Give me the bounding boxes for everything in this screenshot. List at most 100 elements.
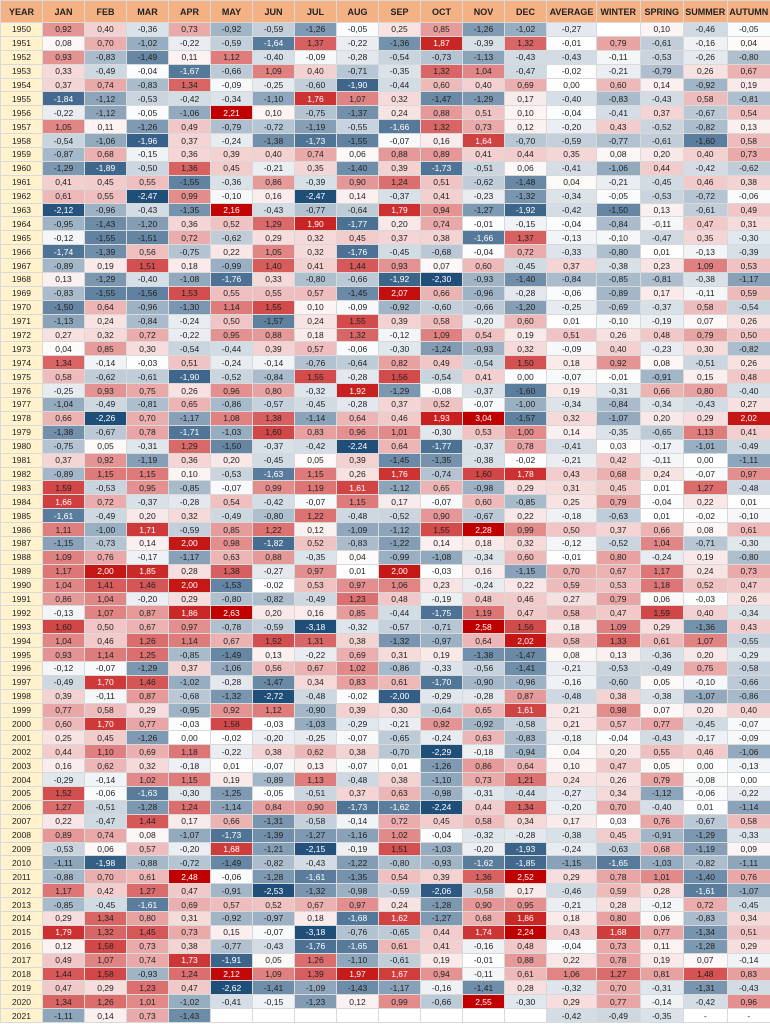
value-cell: 0,26	[683, 63, 728, 79]
value-cell: -0,22	[42, 105, 85, 121]
value-cell: 0,06	[639, 591, 684, 607]
value-cell: -1,20	[126, 216, 169, 232]
value-cell: -1,11	[42, 1008, 85, 1024]
value-cell: 0,45	[210, 160, 253, 176]
value-cell: 0,32	[294, 230, 337, 246]
value-cell: -1,41	[504, 660, 547, 676]
value-cell: -0,25	[252, 77, 295, 93]
value-cell: 1,37	[504, 230, 547, 246]
value-cell: -0,41	[546, 438, 597, 454]
value-cell: -0,36	[126, 22, 169, 37]
value-cell: 0,59	[596, 883, 641, 899]
value-cell: -0,08	[683, 772, 728, 787]
value-cell: -1,49	[126, 49, 169, 65]
value-cell: 0,20	[126, 508, 169, 524]
year-cell: 1967	[0, 258, 43, 274]
value-cell: 0,85	[84, 341, 127, 357]
value-cell: -2,53	[252, 883, 295, 899]
value-cell: 0,24	[639, 466, 684, 482]
value-cell: 0,07	[639, 702, 684, 718]
value-cell: 1,15	[336, 494, 379, 510]
year-cell: 1960	[0, 160, 43, 176]
value-cell: -0,16	[546, 674, 597, 690]
value-cell: -1,47	[252, 674, 295, 690]
value-cell: -1,40	[683, 869, 728, 885]
value-cell: 1,61	[336, 480, 379, 496]
value-cell: 1,86	[504, 911, 547, 926]
value-cell: -0,27	[546, 22, 597, 37]
value-cell: 2,00	[168, 577, 211, 593]
value-cell: 0,41	[294, 258, 337, 274]
value-cell: -0,04	[546, 105, 597, 121]
value-cell: -1,85	[504, 855, 547, 871]
value-cell: 0,77	[639, 924, 684, 940]
value-cell: 0,68	[596, 466, 641, 482]
value-cell: -0,56	[462, 660, 505, 676]
value-cell: 0,32	[546, 410, 597, 426]
table-row: 1959 -0,87 0,68 -0,15 0,36 0,39 0,40 0,74 0,06 0,…	[0, 147, 770, 162]
value-cell: 2,02	[726, 410, 770, 426]
value-cell: 0,97	[168, 619, 211, 635]
value-cell: 0,14	[126, 535, 169, 551]
value-cell: -3,18	[294, 619, 337, 635]
value-cell: -0,34	[726, 605, 770, 621]
value-cell: 1,60	[462, 466, 505, 482]
table-row: 2010 -1,11 -1,98 -0,88 -0,72 -1,49 -0,82 -0,43-…	[0, 855, 770, 871]
value-cell: -1,31	[683, 980, 728, 996]
value-cell: -0,59	[210, 35, 253, 51]
value-cell: 1,73	[168, 952, 211, 968]
value-cell: 0,38	[596, 688, 641, 704]
value-cell: 0,29	[639, 619, 684, 635]
value-cell: -0,44	[378, 605, 421, 621]
value-cell: 0,83	[726, 966, 770, 982]
value-cell: 0,86	[462, 758, 505, 774]
value-cell: 1,85	[126, 563, 169, 579]
value-cell: -0,31	[462, 785, 505, 801]
value-cell: 0,04	[546, 174, 597, 190]
value-cell: -1,13	[462, 49, 505, 65]
value-cell: -0,43	[252, 202, 295, 218]
value-cell: 1,14	[168, 633, 211, 649]
value-cell: 0,60	[462, 258, 505, 274]
value-cell: -0,02	[210, 730, 253, 746]
value-cell: 1,34	[42, 994, 85, 1010]
value-cell: -0,04	[126, 63, 169, 79]
value-cell: 0,85	[336, 605, 379, 621]
value-cell: 0,39	[378, 160, 421, 176]
value-cell: 0,73	[596, 938, 641, 954]
value-cell: 0,73	[462, 119, 505, 135]
value-cell: -1,91	[210, 952, 253, 968]
value-cell: 1,58	[84, 966, 127, 982]
table-row: 2008 0,89 0,74 0,08 -1,07 -1,73 -1,39 -1,27 -1,1…	[0, 827, 770, 843]
value-cell: -0,89	[42, 258, 85, 274]
value-cell: -1,61	[42, 508, 85, 524]
value-cell: -0,38	[462, 452, 505, 468]
value-cell: -0,43	[252, 938, 295, 954]
value-cell: -0,80	[294, 272, 337, 287]
value-cell: -1,73	[294, 133, 337, 149]
value-cell: 0,51	[168, 355, 211, 371]
value-cell: 0,41	[462, 147, 505, 162]
year-cell: 2021	[0, 1008, 43, 1024]
value-cell: -1,06	[168, 105, 211, 121]
value-cell: 0,18	[168, 258, 211, 274]
value-cell: -0,21	[252, 160, 295, 176]
value-cell: 1,41	[84, 577, 127, 593]
value-cell: 0,24	[294, 313, 337, 329]
value-cell: -1,61	[683, 883, 728, 899]
value-cell: 0,14	[546, 424, 597, 440]
value-cell: -0,20	[546, 799, 597, 815]
value-cell: -0,15	[126, 147, 169, 162]
table-row: 1993 1,60 0,50 0,67 0,97 -0,78 -0,59 -3,18 -0,32…	[0, 619, 770, 635]
value-cell: 0,90	[420, 508, 463, 524]
value-cell: -0,17	[639, 438, 684, 454]
value-cell: 0,67	[596, 563, 641, 579]
value-cell: -0,43	[726, 980, 770, 996]
value-cell: 1,68	[596, 924, 641, 940]
value-cell: -0,82	[683, 119, 728, 135]
value-cell: -0,45	[378, 244, 421, 260]
value-cell: -0,18	[546, 508, 597, 524]
value-cell: 0,65	[462, 702, 505, 718]
value-cell: 0,46	[504, 591, 547, 607]
